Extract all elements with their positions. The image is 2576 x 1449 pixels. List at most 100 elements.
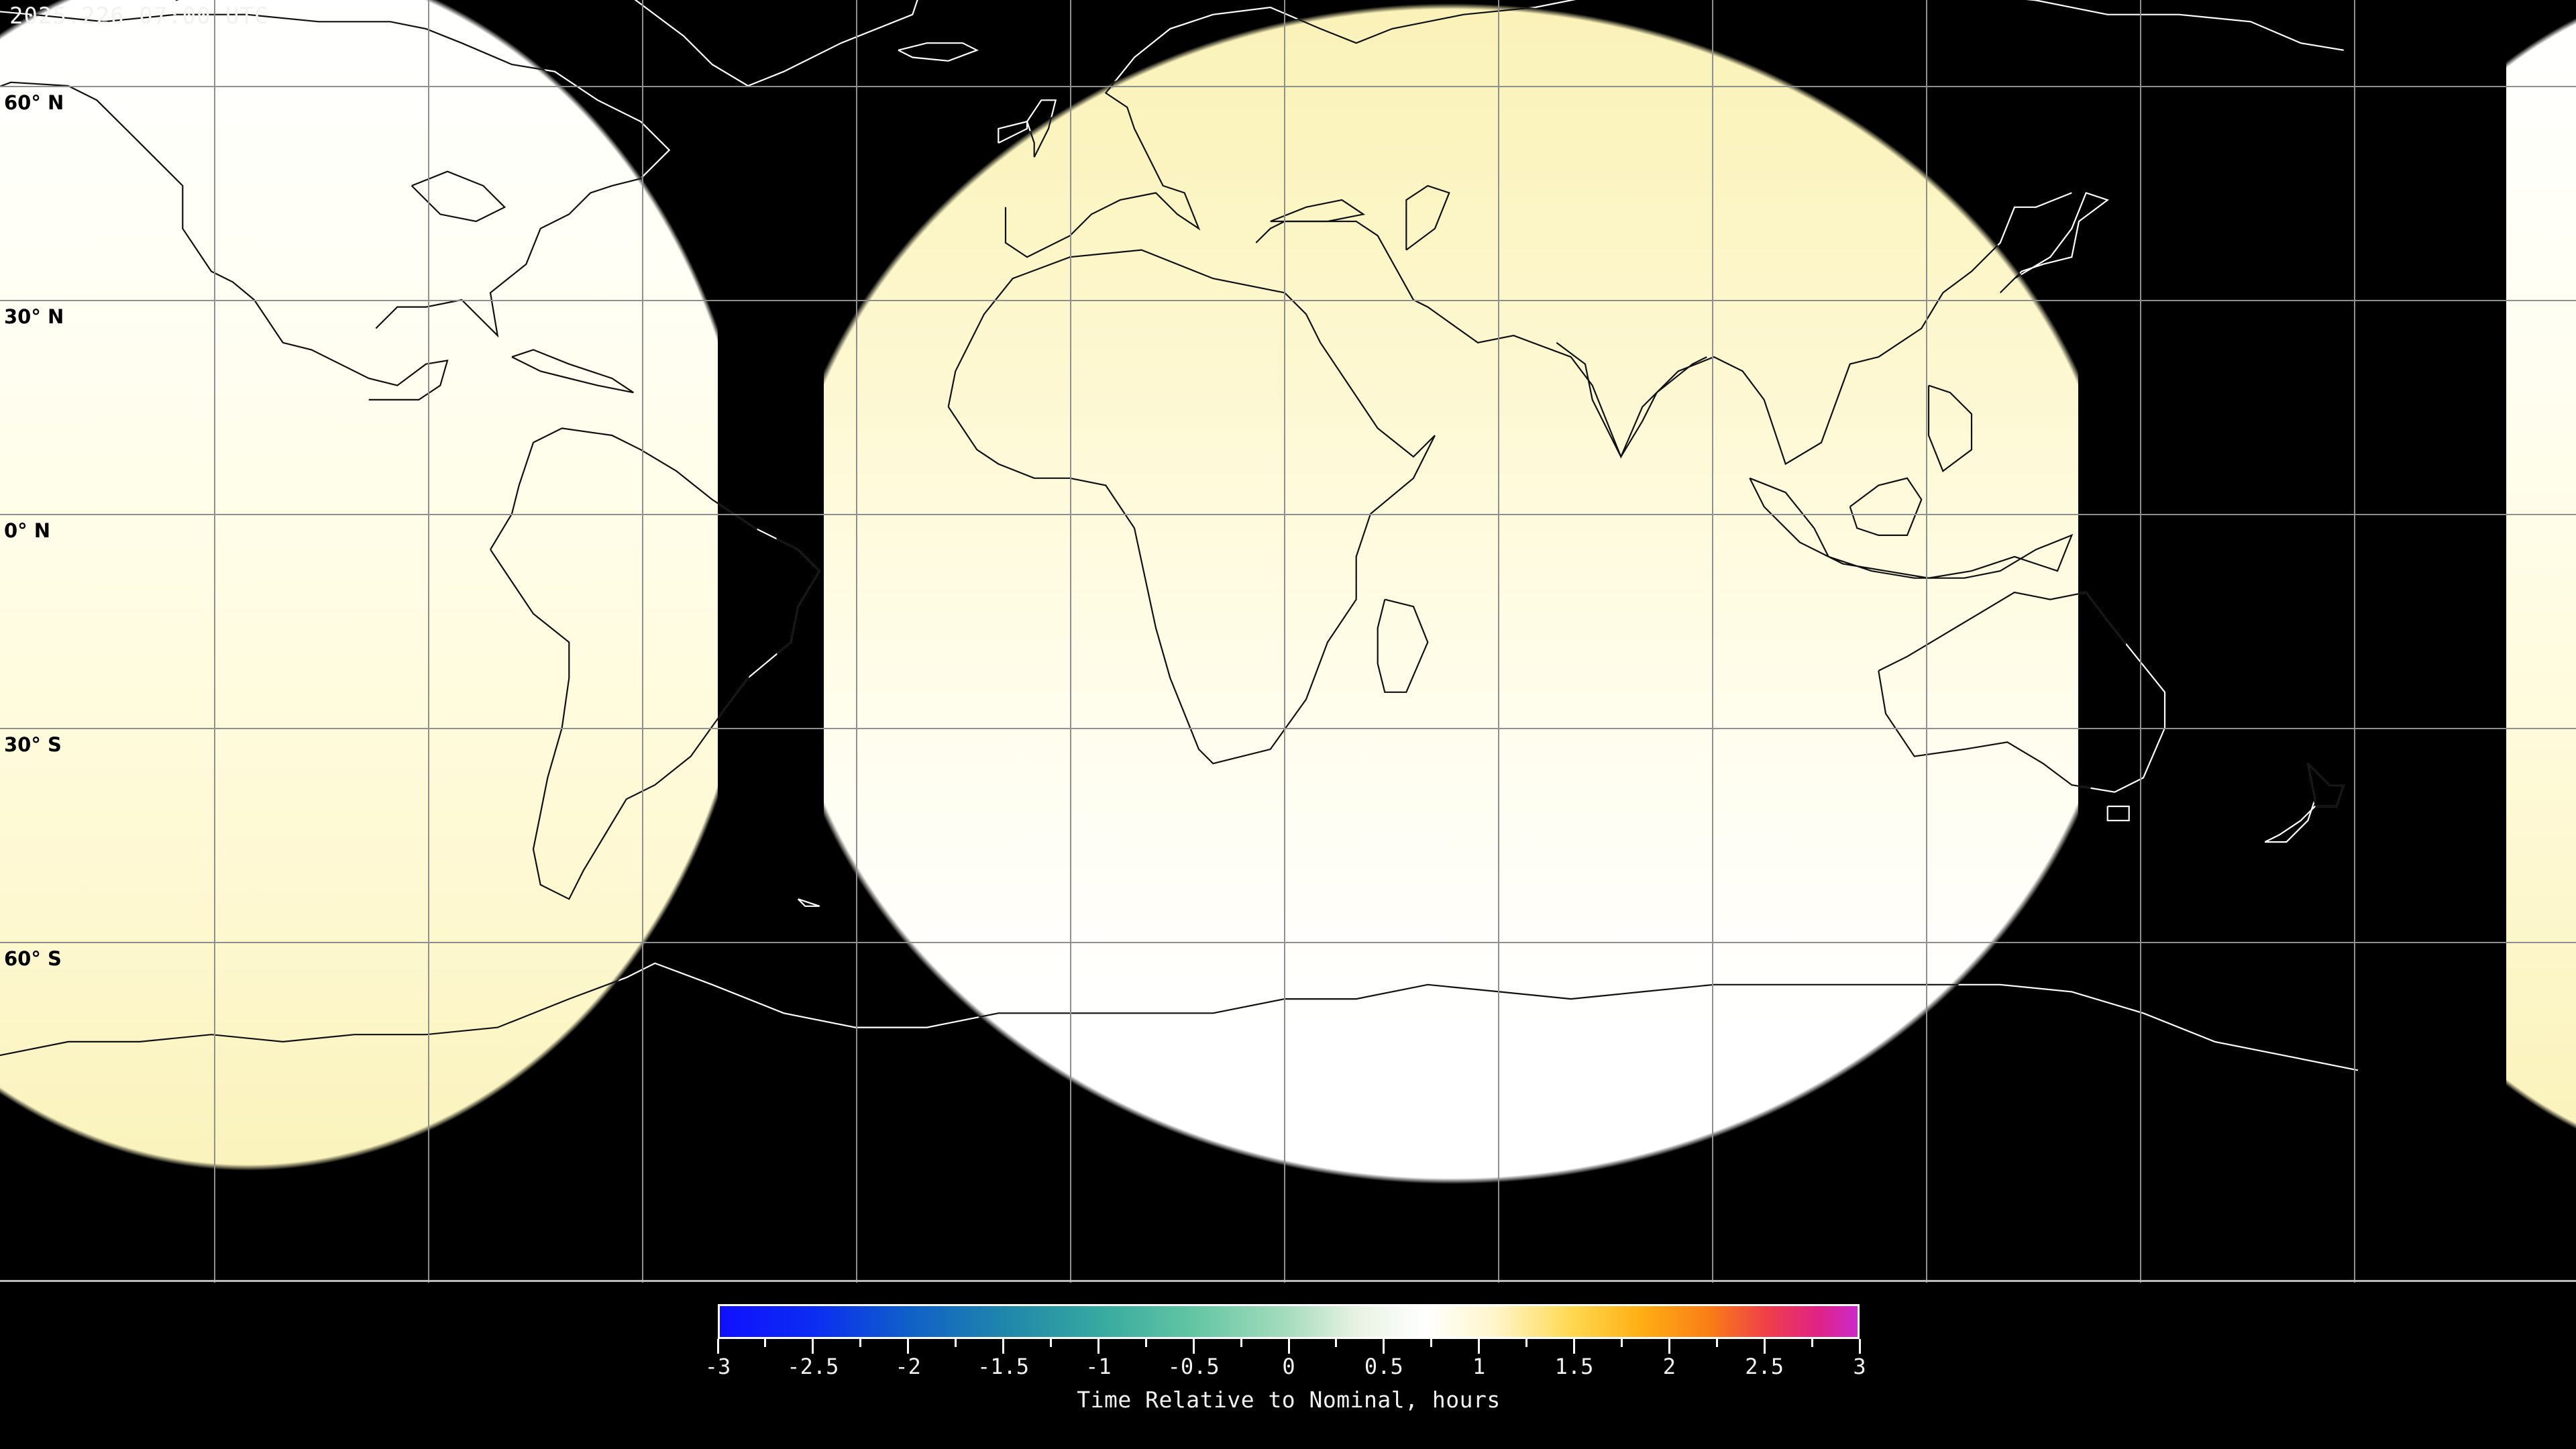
colorbar-tick-minor-4: [1144, 1339, 1147, 1347]
colorbar-axis-label: Time Relative to Nominal, hours: [1077, 1387, 1501, 1413]
coastline-madagascar: [1377, 598, 1429, 693]
colorbar-tick-major-12: [1858, 1339, 1861, 1354]
gridline-lon-9: [2140, 0, 2141, 1283]
coastline-southAmerica: [490, 427, 821, 900]
atlantic-africa-europe-swath: [824, 0, 2078, 1283]
coastline-caspian: [1405, 184, 1450, 251]
colorbar-tick-minor-11: [1811, 1339, 1813, 1347]
colorbar-tick-major-7: [1383, 1339, 1385, 1354]
coastlines-over-swath-layer: [0, 0, 2359, 1071]
colorbar-tick-major-5: [1192, 1339, 1195, 1354]
world-map[interactable]: 60° N 30° N 0° N 30° S 60° S 2025.226 07:00 …: [0, 0, 2576, 1283]
gridline-lon-5: [1284, 0, 1285, 1283]
colorbar-tick-label-7: 0.5: [1364, 1354, 1403, 1379]
coastline-caribbean: [511, 349, 634, 394]
coastline-indonesia: [1749, 477, 2074, 579]
pacific-americas-swath: [0, 0, 718, 1283]
gridline-lon-8: [1926, 0, 1927, 1283]
colorbar-tick-minor-1: [859, 1339, 862, 1347]
new-zealand-swath: [2506, 0, 2576, 1283]
gridline-lon-2: [642, 0, 643, 1283]
coastline-southGeorgia: [797, 898, 820, 907]
colorbar-tick-label-10: 2: [1662, 1354, 1676, 1379]
gridline-lon-1: [428, 0, 429, 1283]
colorbar-tick-minor-8: [1525, 1339, 1528, 1347]
gridline-lat-1: [0, 300, 2576, 301]
coastline-northAmerica: [0, 81, 449, 400]
colorbar-tick-label-6: 0: [1282, 1354, 1295, 1379]
colorbar-tick-major-10: [1668, 1339, 1670, 1354]
colorbar-gradient[interactable]: [718, 1304, 1860, 1339]
timestamp-label: 2025.226 07:00 UTC: [9, 3, 269, 30]
gridline-lat-0: [0, 86, 2576, 87]
colorbar-tick-minor-3: [1049, 1339, 1052, 1347]
coastline-africa: [947, 249, 1436, 765]
colorbar-tick-minor-6: [1335, 1339, 1338, 1347]
coastline-borneo: [1849, 477, 1923, 536]
coastline-borneo: [1849, 477, 1923, 536]
gridline-lon-0: [214, 0, 215, 1283]
colorbar-ticks: [716, 1339, 1861, 1354]
latitude-label-1: 30° N: [4, 305, 64, 328]
colorbar-tick-major-6: [1287, 1339, 1290, 1354]
coastline-iceland: [898, 42, 979, 62]
coastline-asiaEast: [1255, 192, 2072, 466]
colorbar-tick-major-1: [812, 1339, 814, 1354]
coastline-naEast: [0, 6, 671, 338]
gridline-lon-4: [1070, 0, 1071, 1283]
coastline-ireland: [998, 120, 1028, 144]
coastline-blackSea: [1270, 199, 1366, 223]
gridline-lat-2: [0, 514, 2576, 515]
coastline-japan: [1999, 192, 2110, 294]
map-bottom-border: [0, 1280, 2576, 1282]
coastline-indonesia: [1749, 477, 2074, 579]
coastline-ireland: [998, 120, 1028, 144]
coastline-caribbean: [511, 349, 634, 394]
colorbar-tick-minor-9: [1620, 1339, 1623, 1347]
colorbar-tick-major-11: [1763, 1339, 1766, 1354]
colorbar-tick-label-2: -2: [895, 1354, 921, 1379]
gridline-lon-7: [1712, 0, 1713, 1283]
colorbar-tick-major-2: [907, 1339, 910, 1354]
latitude-label-4: 60° S: [4, 947, 62, 970]
colorbar-tick-minor-5: [1240, 1339, 1242, 1347]
colorbar-tick-label-9: 1.5: [1554, 1354, 1594, 1379]
latitude-label-2: 0° N: [4, 519, 51, 542]
colorbar-block[interactable]: -3 -2.5 -2 -1.5 -1 -0.5 0 0.5 1 1.5 2 2.5 3: [705, 1304, 1866, 1383]
colorbar-tick-minor-7: [1430, 1339, 1433, 1347]
coastline-greenland: [634, 0, 918, 87]
coastline-australia: [1878, 591, 2166, 793]
colorbar-tick-major-4: [1097, 1339, 1099, 1354]
coastline-northAmerica: [0, 46, 449, 400]
gridline-lon-10: [2354, 0, 2355, 1283]
coastline-greatLakes: [411, 170, 506, 223]
colorbar-tick-major-3: [1002, 1339, 1004, 1354]
coastline-philippines: [1927, 384, 1973, 472]
coastline-blackSea: [1270, 199, 1366, 223]
coastline-tasmania: [2106, 805, 2130, 822]
coastline-britain: [1026, 99, 1057, 158]
coastline-iceland: [898, 42, 979, 62]
graticule: [0, 0, 2576, 1283]
gridline-lat-3: [0, 728, 2576, 729]
coastline-southGeorgia: [797, 898, 820, 907]
coastline-europeWest: [1004, 0, 2344, 258]
coastline-tasmania: [2106, 805, 2130, 822]
gridline-lat-4: [0, 942, 2576, 943]
coastline-greatLakes: [411, 170, 506, 223]
colorbar-tick-label-8: 1: [1472, 1354, 1486, 1379]
coastline-greenland: [625, 0, 928, 87]
coastline-philippines: [1927, 384, 1973, 472]
coastline-antarctica: [0, 962, 2359, 1071]
coastline-newzealand: [2264, 763, 2345, 843]
coastline-britain: [1026, 99, 1057, 158]
colorbar-tick-minor-2: [955, 1339, 957, 1347]
coastline-europeWest: [1004, 0, 2344, 258]
latitude-label-3: 30° S: [4, 733, 62, 756]
colorbar-tick-label-0: -3: [704, 1354, 731, 1379]
coastline-caspian: [1405, 184, 1450, 251]
colorbar-tick-major-0: [716, 1339, 719, 1354]
coastline-antarctica: [0, 962, 2359, 1071]
colorbar-tick-label-12: 3: [1853, 1354, 1866, 1379]
